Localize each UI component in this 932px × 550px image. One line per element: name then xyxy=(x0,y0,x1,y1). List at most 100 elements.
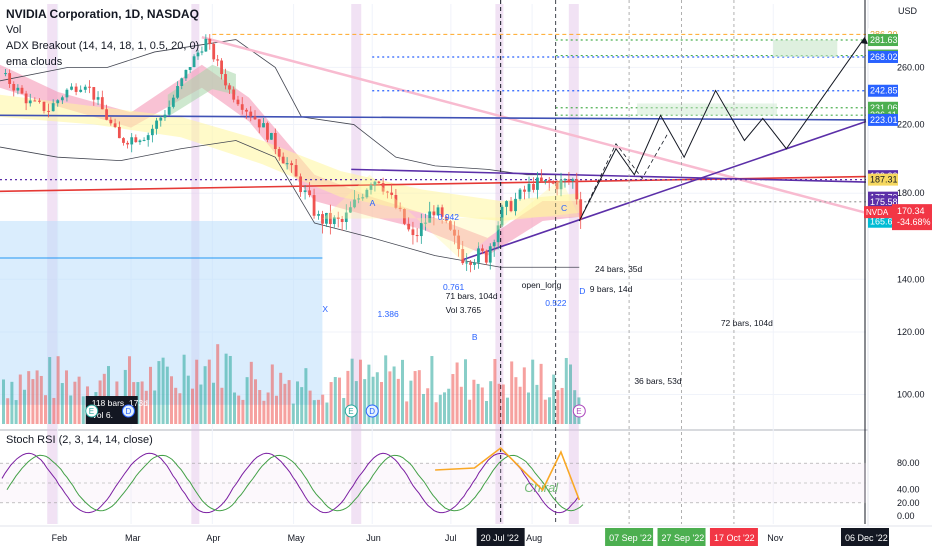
date-chip-label: 27 Sep '22 xyxy=(662,533,705,543)
candle xyxy=(159,117,163,121)
symbol-title[interactable]: NVIDIA Corporation, 1D, NASDAQ xyxy=(6,7,199,21)
signal-label: open_long xyxy=(522,280,562,290)
price-tick: 140.00 xyxy=(897,274,925,284)
candle xyxy=(20,87,24,94)
indicator-adx[interactable]: ADX Breakout (14, 14, 18, 1, 0.5, 20, 0) xyxy=(6,40,200,52)
candle xyxy=(492,242,496,247)
candle xyxy=(321,214,324,224)
candle xyxy=(56,100,60,104)
candle xyxy=(448,221,452,230)
date-chip xyxy=(605,528,654,546)
candle xyxy=(328,212,332,225)
currency-label: USD xyxy=(898,6,918,16)
volume-bar xyxy=(422,393,425,424)
candle xyxy=(484,250,488,263)
candle xyxy=(138,140,142,143)
event-marker-label: D xyxy=(125,407,131,416)
candle xyxy=(303,190,307,193)
candle xyxy=(514,198,517,212)
volume-bar xyxy=(191,388,194,424)
candle xyxy=(285,163,289,165)
stoch-tick: 0.00 xyxy=(897,511,915,521)
volume-bar xyxy=(2,379,5,424)
candle xyxy=(42,101,46,111)
last-price-tag xyxy=(892,204,932,231)
volume-bar xyxy=(224,353,228,424)
stoch-k-line xyxy=(1,452,579,514)
volume-bar xyxy=(212,382,215,424)
pattern-label: Chiral xyxy=(524,480,559,495)
volume-bar xyxy=(354,381,358,424)
volume-bar xyxy=(438,394,442,424)
candle xyxy=(281,156,285,164)
volume-bar xyxy=(178,393,182,424)
candle xyxy=(100,97,104,110)
candle xyxy=(357,198,361,200)
date-chip xyxy=(841,528,889,546)
volume-bar xyxy=(396,378,400,424)
candle xyxy=(436,207,440,216)
candle xyxy=(394,194,398,208)
candle xyxy=(317,214,320,216)
volume-bar xyxy=(375,372,379,424)
volume-bar xyxy=(480,387,484,424)
last-price: 170.34 xyxy=(897,206,925,216)
volume-bar xyxy=(392,366,396,424)
volume-bar xyxy=(44,395,47,424)
candle xyxy=(51,103,55,112)
candle xyxy=(224,74,227,86)
price-tick: 100.00 xyxy=(897,389,925,399)
candle xyxy=(146,135,150,140)
vol-label: Vol 3.765 xyxy=(446,305,482,315)
candle xyxy=(411,229,415,236)
price-tick: 180.00 xyxy=(897,188,925,198)
volume-bar xyxy=(275,395,278,424)
candle xyxy=(294,165,298,177)
price-tick: 220.00 xyxy=(897,120,925,130)
indicator-ema[interactable]: ema clouds xyxy=(6,56,63,68)
price-tick: 120.00 xyxy=(897,327,925,337)
price-label-box xyxy=(868,84,898,97)
volume-bar xyxy=(81,396,85,424)
earnings-band xyxy=(495,4,504,524)
price-label-box xyxy=(868,34,898,47)
volume-bar xyxy=(485,400,488,424)
candle xyxy=(369,185,373,190)
event-marker-label: E xyxy=(348,407,353,416)
volume-bar xyxy=(476,383,480,424)
date-chip xyxy=(709,528,758,546)
volume-bar xyxy=(48,357,52,424)
volume-bar xyxy=(514,377,518,424)
candle xyxy=(113,123,117,127)
indicator-vol[interactable]: Vol xyxy=(6,24,22,36)
candle xyxy=(428,211,432,223)
volume-bar xyxy=(359,359,362,424)
volume-bar xyxy=(405,401,409,424)
chiral-pattern xyxy=(435,446,581,501)
point-x: X xyxy=(322,304,328,314)
price-label: 281.63 xyxy=(870,35,898,45)
volume-bar xyxy=(350,358,354,424)
candle xyxy=(163,114,167,118)
price-label: 175.58 xyxy=(870,197,898,207)
volume-bar xyxy=(472,379,476,424)
volume-bar xyxy=(543,399,547,424)
candle xyxy=(547,180,551,183)
price-label: 165.63 xyxy=(870,217,898,227)
volume-bar xyxy=(443,392,446,424)
date-chip-label: 17 Oct '22 xyxy=(714,533,755,543)
price-label: 268.02 xyxy=(870,52,898,62)
candle xyxy=(332,217,336,225)
vol-label: Vol 6. xyxy=(92,410,113,420)
volume-bar xyxy=(174,387,178,424)
candle xyxy=(299,176,302,193)
event-marker xyxy=(121,404,135,418)
candle xyxy=(253,116,257,120)
volume-bar xyxy=(317,399,320,424)
candle xyxy=(518,189,522,199)
volume-bar xyxy=(459,386,463,424)
stoch-legend[interactable]: Stoch RSI (2, 3, 14, 14, close) xyxy=(6,434,153,446)
volume-bar xyxy=(199,384,203,424)
candle xyxy=(12,83,16,91)
